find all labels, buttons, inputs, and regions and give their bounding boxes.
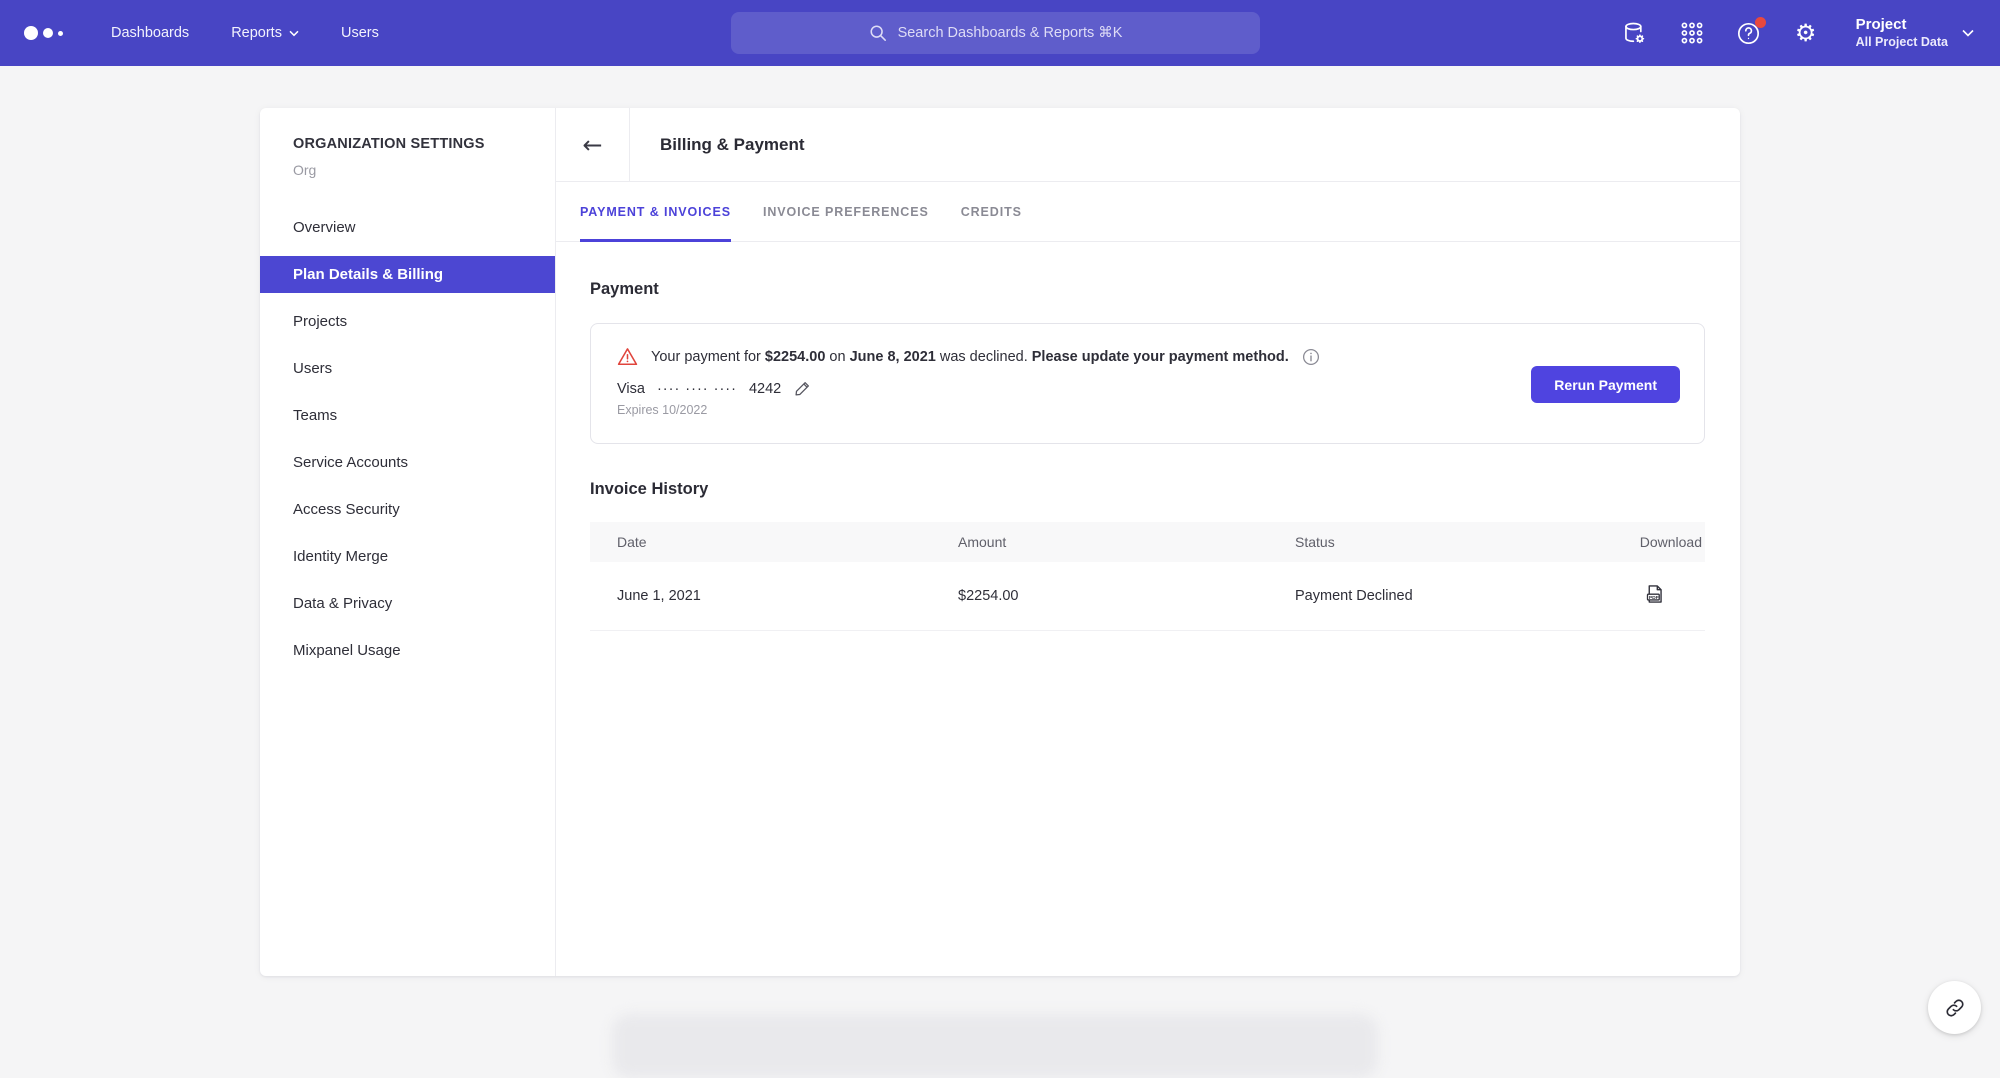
sidebar-item-access-security[interactable]: Access Security [293, 501, 400, 518]
project-value: All Project Data [1855, 34, 1948, 49]
nav-right-cluster: ⚙ Project All Project Data [1620, 0, 1974, 66]
search-input[interactable]: Search Dashboards & Reports ⌘K [731, 12, 1260, 54]
tab-credits[interactable]: CREDITS [960, 204, 1022, 219]
invoice-table-header: Date Amount Status Download [590, 522, 1705, 562]
column-header-status: Status [1295, 534, 1335, 550]
search-icon [870, 25, 886, 41]
data-management-icon[interactable] [1620, 18, 1650, 48]
content-body: Payment Your payment for $2254.00 on Jun… [556, 242, 1740, 976]
nav-item-dashboards[interactable]: Dashboards [90, 0, 210, 66]
card-expiry: Expires 10/2022 [617, 403, 708, 417]
notification-badge [1754, 17, 1766, 28]
sidebar-item-service-accounts[interactable]: Service Accounts [293, 454, 409, 471]
tab-bar: PAYMENT & INVOICES INVOICE PREFERENCES C… [556, 182, 1740, 242]
link-icon [1945, 998, 1964, 1017]
payment-section-title: Payment [590, 280, 659, 298]
chevron-down-icon [289, 30, 299, 36]
card-brand: Visa [617, 380, 645, 397]
billing-content: ← Billing & Payment PAYMENT & INVOICES I… [556, 108, 1740, 976]
svg-text:PDF: PDF [1649, 595, 1659, 601]
edit-pencil-icon[interactable] [793, 379, 812, 398]
copy-link-fab[interactable] [1928, 981, 1981, 1034]
sidebar-item-plan-details-billing[interactable]: Plan Details & Billing [260, 256, 555, 293]
sidebar-item-mixpanel-usage[interactable]: Mixpanel Usage [293, 642, 401, 659]
tab-payment-invoices[interactable]: PAYMENT & INVOICES [580, 182, 731, 242]
invoice-table: Date Amount Status Download June 1, 2021… [590, 522, 1705, 631]
nav-links: Dashboards Reports Users [90, 0, 400, 66]
nav-item-label: Dashboards [111, 25, 190, 41]
top-nav: Dashboards Reports Users Search Dashboar… [0, 0, 2000, 66]
payment-declined-alert: Your payment for $2254.00 on June 8, 202… [617, 347, 1680, 366]
nav-item-reports[interactable]: Reports [210, 0, 320, 66]
sidebar-section-title: ORGANIZATION SETTINGS [293, 136, 485, 152]
sidebar-item-overview[interactable]: Overview [293, 219, 356, 236]
column-header-download: Download [1639, 534, 1702, 550]
card-last4: 4242 [748, 380, 782, 397]
back-button[interactable]: ← [556, 108, 630, 181]
warning-triangle-icon [617, 348, 638, 366]
bottom-shadow [612, 1014, 1378, 1078]
sidebar-nav-list: Overview Plan Details & Billing Projects… [260, 209, 555, 669]
page-title: Billing & Payment [660, 134, 805, 154]
apps-grid-icon[interactable] [1677, 18, 1707, 48]
nav-item-label: Reports [231, 25, 282, 41]
search-placeholder: Search Dashboards & Reports ⌘K [897, 25, 1123, 41]
column-header-amount: Amount [958, 534, 1007, 550]
help-icon[interactable] [1734, 17, 1766, 48]
nav-item-users[interactable]: Users [320, 0, 400, 66]
tab-invoice-preferences[interactable]: INVOICE PREFERENCES [762, 204, 929, 219]
chevron-down-icon [1962, 29, 1974, 37]
info-icon[interactable] [1302, 348, 1320, 366]
invoice-table-row: June 1, 2021 $2254.00 Payment Declined P… [590, 562, 1705, 631]
sidebar-item-teams[interactable]: Teams [293, 407, 338, 424]
org-settings-sidebar: ORGANIZATION SETTINGS Org Overview Plan … [260, 108, 556, 976]
project-switcher[interactable]: Project All Project Data [1856, 16, 1974, 50]
pdf-download-icon[interactable]: PDF [1644, 583, 1665, 605]
invoice-status: Payment Declined [1295, 588, 1413, 604]
card-masked-digits: ···· ···· ···· [656, 380, 737, 397]
project-label: Project [1855, 15, 1907, 33]
sidebar-item-data-privacy[interactable]: Data & Privacy [293, 595, 393, 612]
nav-item-label: Users [340, 25, 379, 41]
content-header: ← Billing & Payment [556, 108, 1740, 182]
invoice-date: June 1, 2021 [617, 588, 701, 604]
invoice-history-title: Invoice History [590, 480, 709, 498]
settings-panel: ORGANIZATION SETTINGS Org Overview Plan … [260, 108, 1740, 976]
sidebar-item-users[interactable]: Users [293, 360, 333, 377]
invoice-amount: $2254.00 [958, 588, 1019, 604]
alert-text: Your payment for $2254.00 on June 8, 202… [651, 348, 1289, 365]
column-header-date: Date [617, 534, 647, 550]
settings-gear-icon[interactable]: ⚙ [1794, 19, 1817, 47]
org-name: Org [293, 162, 317, 178]
sidebar-item-identity-merge[interactable]: Identity Merge [293, 548, 389, 565]
payment-card: Your payment for $2254.00 on June 8, 202… [590, 323, 1705, 444]
payment-method-row: Visa ···· ···· ···· 4242 [617, 379, 1680, 398]
back-arrow-icon: ← [582, 130, 603, 159]
rerun-payment-button[interactable]: Rerun Payment [1531, 366, 1680, 403]
invoice-download-cell: PDF [1572, 583, 1702, 609]
mixpanel-logo-icon[interactable] [24, 26, 80, 40]
sidebar-item-projects[interactable]: Projects [293, 313, 348, 330]
